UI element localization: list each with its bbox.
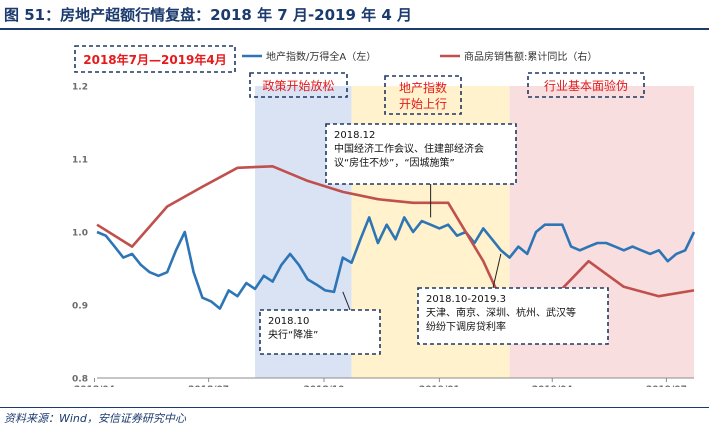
- y-tick-label: 1.2: [72, 83, 88, 93]
- annotation-text-a2: 2018.10-2019.3: [426, 294, 506, 305]
- series-line-sales: [96, 165, 695, 340]
- x-tick-label: 2018/04: [74, 385, 115, 387]
- x-tick-label: 2019/04: [532, 385, 573, 387]
- annotation-text-a2: 纷纷下调房贷利率: [426, 320, 506, 333]
- annotation-text-a1: 中国经济工作会议、住建部经济会: [334, 142, 484, 155]
- annotation-leader-a3: [342, 291, 351, 311]
- chart-axes: 0.8 0.9 1.0 1.1 1.2 2018/04 2018/07 2018/10 2019…: [72, 83, 694, 387]
- y-tick-label: 0.9: [72, 302, 88, 312]
- annotation-text-a3: 央行“降准”: [268, 328, 318, 341]
- y-tick-label: 1.0: [72, 229, 88, 239]
- annotation-box-a2: [417, 287, 609, 345]
- period-label: 2018年7月—2019年4月: [83, 52, 227, 67]
- source-divider: [0, 407, 709, 408]
- phase-box-2: [384, 75, 462, 115]
- phase-box-3: [527, 72, 645, 98]
- phase-label-3: 行业基本面验伪: [544, 78, 628, 93]
- legend-label-index: 地产指数/万得全A（左）: [266, 50, 376, 63]
- x-tick-label: 2019/01: [419, 385, 460, 387]
- annotation-box-a1: [325, 123, 517, 185]
- annotation-text-a1: 2018.12: [334, 130, 375, 141]
- chart-legend: 地产指数/万得全A（左） 商品房销售额:累计同比（右）: [242, 50, 597, 63]
- series-line-index: [96, 216, 696, 310]
- annotation-text-a2: 天津、南京、深圳、杭州、武汉等: [426, 306, 576, 319]
- source-note: 资料来源：Wind，安信证券研究中心: [4, 412, 186, 425]
- title-divider: [0, 28, 709, 30]
- phase-box-1: [249, 72, 348, 98]
- chart-series: [96, 165, 696, 340]
- phase-label-2-line1: 地产指数: [399, 80, 447, 95]
- x-tick-label: 2018/10: [304, 385, 345, 387]
- annotation-text-a3: 2018.10: [268, 316, 309, 327]
- annotation-box-a3: [259, 309, 381, 355]
- x-tick-label: 2019/07: [646, 385, 687, 387]
- period-box: [74, 45, 236, 73]
- y-tick-label: 0.8: [72, 375, 88, 385]
- chart-area: 0.8 0.9 1.0 1.1 1.2 2018/04 2018/07 2018/10 2019…: [72, 45, 696, 387]
- y-tick-label: 1.1: [72, 156, 88, 166]
- annotation-leader-a2: [492, 253, 502, 289]
- phase-label-2-line2: 开始上行: [399, 97, 447, 111]
- annotation-text-a1: 议“房住不炒”，“因城施策”: [334, 156, 455, 169]
- legend-label-sales: 商品房销售额:累计同比（右）: [464, 50, 597, 63]
- phase-label-1: 政策开始放松: [262, 78, 334, 93]
- x-tick-label: 2018/07: [188, 385, 229, 387]
- figure-title: 图 51：房地产超额行情复盘：2018 年 7 月-2019 年 4 月: [4, 6, 413, 24]
